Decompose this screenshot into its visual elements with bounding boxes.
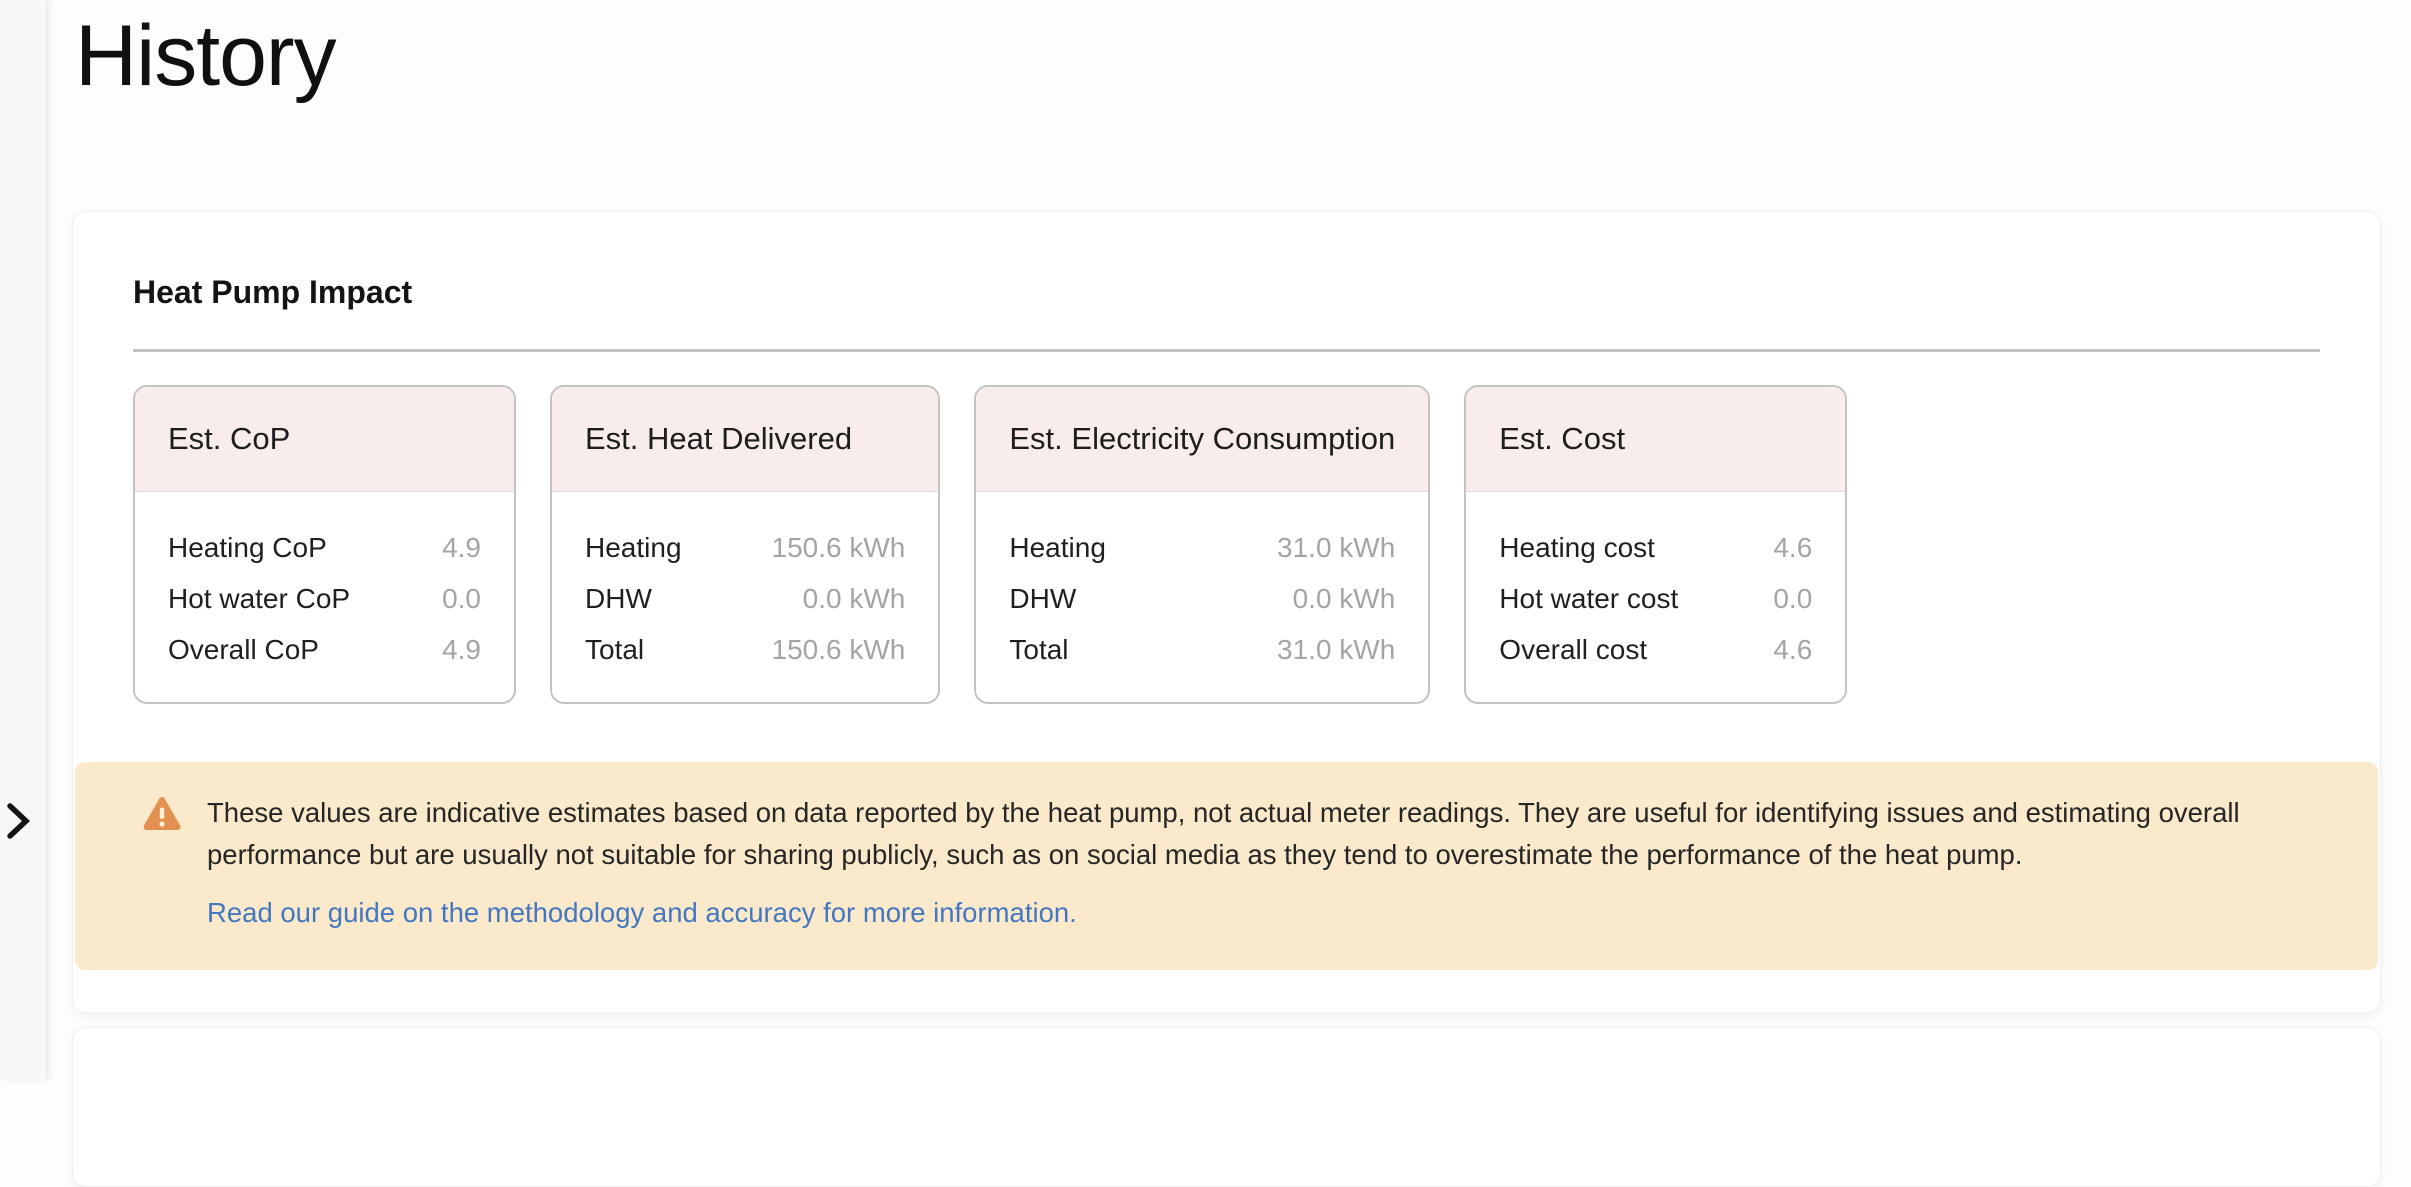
stat-value: 150.6 kWh — [771, 532, 906, 563]
page-title: History — [75, 8, 337, 104]
stat-label: Total — [585, 634, 645, 665]
stat-row: Heating CoP 4.9 — [168, 534, 481, 562]
stat-row: Heating 150.6 kWh — [585, 534, 905, 562]
next-section-card — [72, 1027, 2381, 1187]
stat-row: Overall cost 4.6 — [1499, 636, 1812, 664]
section-divider — [133, 349, 2320, 352]
stat-label: Total — [1009, 634, 1069, 665]
stat-value: 150.6 kWh — [771, 634, 906, 665]
stat-value: 4.6 — [1773, 532, 1813, 563]
stat-card-est-electricity-consumption: Est. Electricity Consumption Heating 31.… — [974, 385, 1431, 704]
stat-row: Hot water cost 0.0 — [1499, 585, 1812, 613]
stat-card-est-cop: Est. CoP Heating CoP 4.9 Hot water CoP 0… — [133, 385, 516, 704]
stat-label: Heating — [1009, 532, 1106, 563]
stat-row: Heating 31.0 kWh — [1009, 534, 1395, 562]
methodology-guide-link[interactable]: Read our guide on the methodology and ac… — [207, 897, 1077, 928]
stat-value: 0.0 — [442, 583, 481, 614]
stat-value: 31.0 kWh — [1277, 532, 1396, 563]
stat-card-body: Heating CoP 4.9 Hot water CoP 0.0 Overal… — [135, 492, 514, 702]
stat-label: Overall CoP — [168, 634, 319, 665]
stat-card-est-heat-delivered: Est. Heat Delivered Heating 150.6 kWh DH… — [550, 385, 941, 704]
stat-card-header: Est. Electricity Consumption — [976, 387, 1429, 492]
stat-row: Heating cost 4.6 — [1499, 534, 1812, 562]
stat-value: 4.9 — [442, 634, 481, 665]
section-heading: Heat Pump Impact — [133, 274, 413, 310]
sidebar-rail — [0, 0, 46, 1080]
warning-icon — [143, 796, 181, 832]
heat-pump-impact-card: Heat Pump Impact Est. CoP Heating CoP 4.… — [72, 211, 2381, 1013]
stat-value: 0.0 — [1773, 583, 1813, 614]
stat-label: Hot water CoP — [168, 583, 351, 614]
stat-row: Total 150.6 kWh — [585, 636, 905, 664]
stat-card-body: Heating 31.0 kWh DHW 0.0 kWh Total 31.0 … — [976, 492, 1428, 702]
stat-value: 4.6 — [1773, 634, 1813, 665]
stat-value: 0.0 kWh — [802, 583, 906, 614]
stat-value: 0.0 kWh — [1292, 583, 1396, 614]
stat-label: DHW — [585, 583, 652, 614]
stat-row: DHW 0.0 kWh — [1009, 585, 1395, 613]
estimates-warning-banner: These values are indicative estimates ba… — [75, 762, 2378, 970]
stat-label: Hot water cost — [1499, 583, 1679, 614]
stat-card-header: Est. CoP — [135, 387, 514, 492]
stat-row: Hot water CoP 0.0 — [168, 585, 481, 613]
stat-card-body: Heating 150.6 kWh DHW 0.0 kWh Total 150.… — [552, 492, 938, 702]
stat-row: Overall CoP 4.9 — [168, 636, 481, 664]
stat-row: DHW 0.0 kWh — [585, 585, 905, 613]
warning-text: These values are indicative estimates ba… — [207, 797, 2240, 870]
stat-label: Heating cost — [1499, 532, 1655, 563]
stat-label: Heating — [585, 532, 682, 563]
stat-label: Overall cost — [1499, 634, 1648, 665]
stat-label: DHW — [1009, 583, 1077, 614]
warning-text-block: These values are indicative estimates ba… — [207, 792, 2258, 934]
stat-card-header: Est. Cost — [1466, 387, 1846, 492]
expand-sidebar-button[interactable] — [0, 794, 46, 850]
main-content: History Heat Pump Impact Est. CoP Heatin… — [46, 6, 2411, 1187]
stat-label: Heating CoP — [168, 532, 327, 563]
stat-value: 4.9 — [442, 532, 481, 563]
stat-card-header: Est. Heat Delivered — [552, 387, 939, 492]
stat-row: Total 31.0 kWh — [1009, 636, 1395, 664]
stat-cards-row: Est. CoP Heating CoP 4.9 Hot water CoP 0… — [73, 385, 2380, 704]
stat-value: 31.0 kWh — [1277, 634, 1396, 665]
stat-card-body: Heating cost 4.6 Hot water cost 0.0 Over… — [1466, 492, 1845, 702]
chevron-right-icon — [5, 801, 31, 844]
stat-card-est-cost: Est. Cost Heating cost 4.6 Hot water cos… — [1464, 385, 1848, 704]
